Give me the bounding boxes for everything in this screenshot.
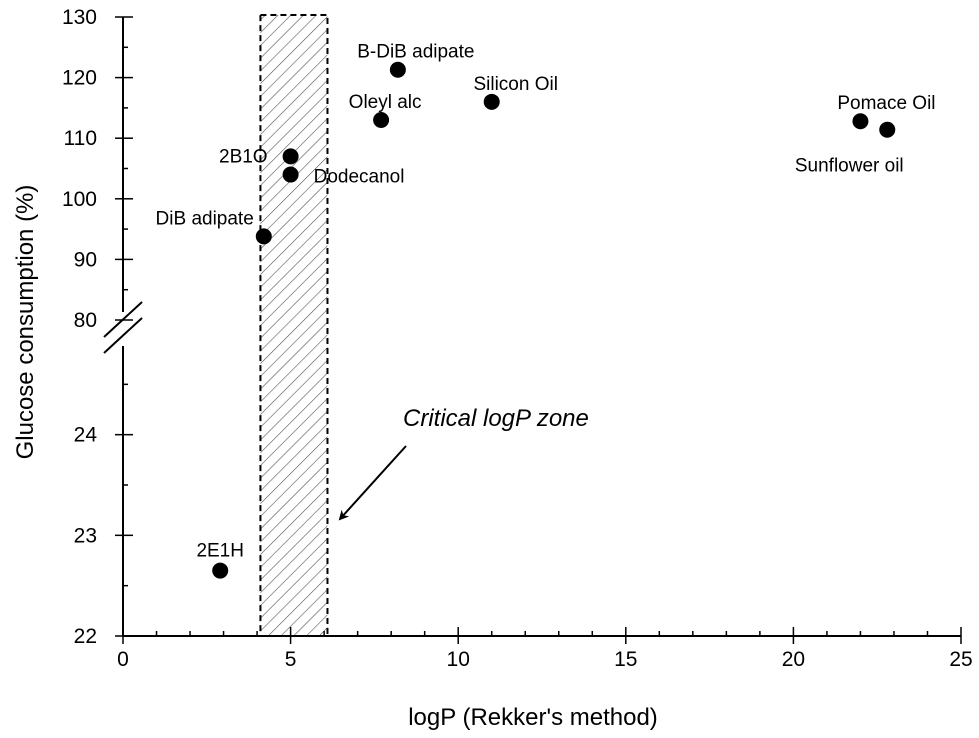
x-tick-label: 5 [285,648,297,671]
point-label: DiB adipate [156,208,254,229]
point-label: 2B1O [219,146,268,167]
x-tick-label: 25 [949,648,972,671]
data-point [282,166,299,183]
data-points: 2E1H DiB adipate 2B1O Dodecanol Oleyl alc B-D… [156,42,936,579]
x-tick-label: 15 [614,648,637,671]
x-axis-title: logP (Rekker's method) [408,704,658,731]
point-label: Sunflower oil [795,156,904,177]
y-tick-label: 110 [64,127,97,150]
y-tick-label: 24 [74,424,98,447]
point-label: Dodecanol [314,167,405,188]
data-point [282,148,299,165]
data-point [483,93,500,110]
point-label: Oleyl alc [349,92,422,113]
x-tick-label: 0 [117,648,129,671]
data-point [879,121,896,138]
y-tick-label: 80 [74,309,97,332]
x-tick-label: 20 [782,648,805,671]
data-point [852,113,869,130]
critical-logp-zone [259,14,329,637]
y-axis-title: Glucose consumption (%) [12,185,39,460]
y-tick-label: 130 [62,6,97,29]
y-tick-label: 23 [74,524,97,547]
axes: 0 5 10 15 20 25 80 90 100 110 120 130 22 23 24 [62,6,973,671]
data-point [255,228,272,245]
critical-zone-annotation: Critical logP zone [403,405,589,432]
point-label: B-DiB adipate [357,42,474,63]
axis-break-mark [103,317,143,354]
y-tick-label: 120 [62,67,97,90]
data-point [373,112,390,129]
point-label: 2E1H [196,541,244,562]
data-point [212,562,229,579]
data-point [389,61,406,78]
y-tick-label: 90 [74,248,97,271]
point-label: Silicon Oil [473,74,557,95]
point-label: Pomace Oil [837,93,935,114]
y-tick-label: 22 [74,625,97,648]
annotation-arrow [338,445,407,521]
y-tick-label: 100 [62,188,97,211]
x-tick-label: 10 [447,648,470,671]
